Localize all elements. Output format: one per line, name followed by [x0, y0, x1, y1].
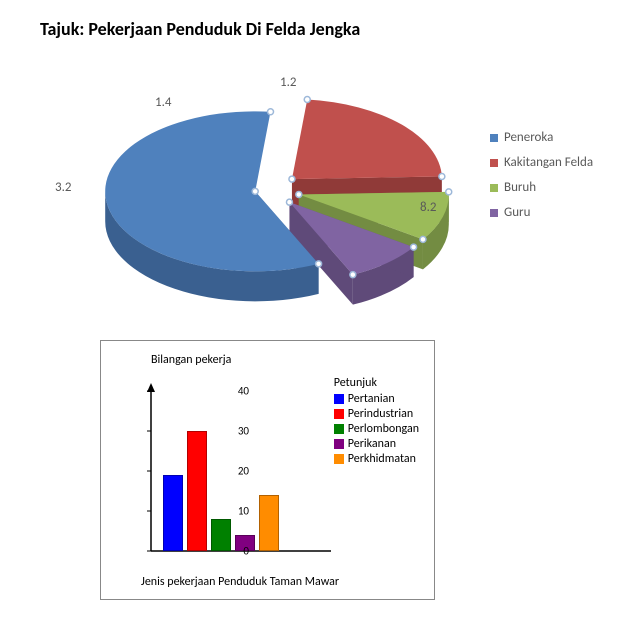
bar-legend-item: Pertanian: [334, 392, 419, 406]
legend-swatch: [490, 159, 498, 167]
pie-legend-item: Buruh: [490, 180, 593, 195]
legend-swatch: [490, 209, 498, 217]
legend-label: Buruh: [504, 180, 536, 195]
pie-value-label: 1.4: [155, 95, 171, 110]
y-tick-label: 40: [238, 385, 249, 398]
bar: [187, 431, 207, 551]
legend-label: Perlombongan: [348, 422, 419, 436]
bar-legend: Petunjuk PertanianPerindustrianPerlombon…: [334, 376, 419, 467]
y-tick-label: 0: [243, 545, 249, 558]
legend-label: Perkhidmatan: [348, 452, 416, 466]
selection-handle: [350, 272, 356, 278]
legend-label: Perindustrian: [348, 407, 413, 421]
legend-label: Peneroka: [504, 130, 553, 145]
legend-swatch: [490, 134, 498, 142]
legend-swatch: [490, 184, 498, 192]
legend-label: Guru: [504, 205, 530, 220]
y-tick-label: 20: [238, 465, 249, 478]
pie-chart: 8.2 3.2 1.4 1.2: [20, 60, 480, 320]
selection-handle: [296, 191, 302, 197]
bar-chart: Bilangan pekerja Petunjuk PertanianPerin…: [100, 340, 435, 600]
bar-legend-item: Perlombongan: [334, 422, 419, 436]
selection-handle: [252, 188, 258, 194]
pie-svg: [20, 60, 480, 320]
legend-label: Perikanan: [348, 437, 396, 451]
pie-value-label: 3.2: [55, 180, 71, 195]
selection-handle: [446, 189, 452, 195]
legend-label: Pertanian: [348, 392, 395, 406]
pie-slice: [292, 100, 442, 180]
pie-legend-item: Guru: [490, 205, 593, 220]
bar: [163, 475, 183, 551]
selection-handle: [289, 176, 295, 182]
selection-handle: [439, 173, 445, 179]
pie-legend-item: Peneroka: [490, 130, 593, 145]
y-tick-label: 10: [238, 505, 249, 518]
y-tick-label: 30: [238, 425, 249, 438]
bar-legend-title: Petunjuk: [334, 376, 419, 390]
page-title: Tajuk: Pekerjaan Penduduk Di Felda Jengk…: [40, 18, 360, 40]
bar: [211, 519, 231, 551]
bar-x-title: Jenis pekerjaan Penduduk Taman Mawar: [141, 575, 339, 589]
pie-legend: Peneroka Kakitangan Felda Buruh Guru: [490, 130, 593, 230]
bar: [259, 495, 279, 551]
pie-value-label: 1.2: [280, 75, 296, 90]
selection-handle: [316, 261, 322, 267]
bar-legend-item: Perindustrian: [334, 407, 419, 421]
selection-handle: [286, 199, 292, 205]
legend-label: Kakitangan Felda: [504, 155, 593, 170]
selection-handle: [304, 97, 310, 103]
bar-y-title: Bilangan pekerja: [151, 353, 231, 367]
selection-handle: [411, 244, 417, 250]
bar-legend-item: Perkhidmatan: [334, 452, 419, 466]
selection-handle: [268, 109, 274, 115]
bar-legend-item: Perikanan: [334, 437, 419, 451]
pie-legend-item: Kakitangan Felda: [490, 155, 593, 170]
pie-value-label: 8.2: [420, 200, 436, 215]
selection-handle: [420, 236, 426, 242]
